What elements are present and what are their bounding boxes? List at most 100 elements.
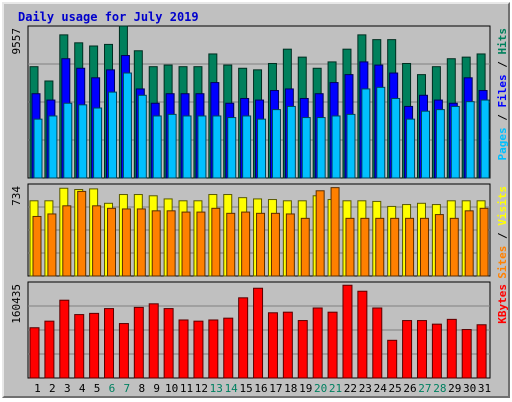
stats-panel: Daily usage for July 2019 9557 Pages / Fi… bbox=[2, 2, 510, 398]
x-tick-label: 15 bbox=[239, 382, 252, 395]
visits-panel-ymax-label: 734 bbox=[10, 186, 23, 206]
x-tick-label: 6 bbox=[109, 382, 116, 395]
pages-bar bbox=[271, 109, 281, 179]
sites-bar bbox=[241, 211, 251, 277]
kbytes-bar bbox=[74, 314, 85, 379]
pages-bar bbox=[242, 115, 252, 179]
x-tick-label: 2 bbox=[49, 382, 56, 395]
visits-panel-series-label: Sites / Visits bbox=[496, 186, 508, 279]
x-tick-label: 16 bbox=[254, 382, 267, 395]
x-tick-label: 23 bbox=[359, 382, 372, 395]
x-tick-label: 10 bbox=[165, 382, 178, 395]
hits-panel-ymax-label: 9557 bbox=[10, 28, 23, 55]
kbytes-bar bbox=[402, 320, 413, 379]
kbytes-bar bbox=[118, 323, 129, 379]
x-tick-label: 30 bbox=[463, 382, 476, 395]
x-tick-label: 17 bbox=[269, 382, 282, 395]
pages-bar bbox=[63, 102, 73, 179]
pages-bar bbox=[316, 117, 326, 179]
sites-bar bbox=[211, 207, 221, 277]
chart-title: Daily usage for July 2019 bbox=[18, 10, 199, 24]
sites-bar bbox=[62, 205, 72, 277]
x-tick-label: 13 bbox=[210, 382, 223, 395]
kbytes-bar bbox=[372, 307, 383, 379]
x-tick-label: 12 bbox=[195, 382, 208, 395]
pages-bar bbox=[465, 101, 475, 179]
x-tick-label: 27 bbox=[418, 382, 431, 395]
pages-bar bbox=[480, 99, 490, 179]
kbytes-bar bbox=[193, 320, 204, 379]
kbytes-bar bbox=[387, 339, 398, 379]
sites-bar bbox=[405, 217, 415, 277]
pages-bar bbox=[301, 117, 311, 179]
sites-bar bbox=[77, 190, 87, 277]
pages-bar bbox=[122, 72, 132, 179]
pages-bar bbox=[182, 115, 192, 179]
kbytes-bar bbox=[104, 308, 115, 379]
pages-bar bbox=[137, 94, 147, 179]
kbytes-bar bbox=[357, 290, 368, 379]
pages-bar bbox=[331, 115, 341, 179]
x-tick-label: 8 bbox=[138, 382, 145, 395]
kbytes-bar bbox=[267, 312, 278, 379]
kbytes-bar bbox=[238, 297, 249, 379]
pages-bar bbox=[420, 110, 430, 179]
sites-bar bbox=[419, 217, 429, 277]
x-tick-label: 4 bbox=[79, 382, 86, 395]
x-tick-label: 24 bbox=[374, 382, 388, 395]
kbytes-bar bbox=[476, 324, 487, 379]
sites-bar bbox=[330, 187, 340, 277]
kbytes-bar bbox=[312, 307, 323, 379]
pages-bar bbox=[406, 118, 416, 179]
sites-bar bbox=[479, 207, 489, 277]
pages-bar bbox=[167, 113, 177, 179]
sites-bar bbox=[166, 210, 176, 277]
pages-bar bbox=[78, 104, 88, 179]
sites-bar bbox=[390, 217, 400, 277]
x-tick-label: 19 bbox=[299, 382, 312, 395]
kbytes-bar bbox=[342, 284, 353, 379]
sites-bar bbox=[121, 208, 131, 277]
pages-bar bbox=[391, 97, 401, 179]
pages-bar bbox=[212, 115, 222, 179]
pages-bar bbox=[227, 117, 237, 179]
x-tick-label: 22 bbox=[344, 382, 357, 395]
x-tick-label: 20 bbox=[314, 382, 327, 395]
x-tick-label: 14 bbox=[225, 382, 239, 395]
x-tick-label: 28 bbox=[433, 382, 446, 395]
sites-bar bbox=[32, 215, 42, 277]
pages-bar bbox=[48, 115, 58, 179]
kbytes-bar bbox=[253, 287, 264, 379]
x-tick-label: 7 bbox=[124, 382, 131, 395]
kbytes-panel-ymax-label: 160435 bbox=[10, 284, 23, 324]
kbytes-bar bbox=[29, 327, 40, 379]
x-tick-label: 11 bbox=[180, 382, 193, 395]
pages-bar bbox=[346, 113, 356, 179]
kbytes-bar bbox=[297, 320, 308, 379]
pages-bar bbox=[108, 91, 118, 179]
sites-bar bbox=[315, 190, 325, 277]
sites-bar bbox=[181, 211, 191, 277]
sites-bar bbox=[196, 211, 206, 277]
pages-bar bbox=[257, 118, 267, 179]
kbytes-bar bbox=[223, 317, 234, 379]
pages-bar bbox=[450, 105, 460, 179]
sites-bar bbox=[92, 205, 102, 277]
x-tick-label: 18 bbox=[284, 382, 297, 395]
pages-bar bbox=[152, 115, 162, 179]
x-tick-label: 25 bbox=[389, 382, 402, 395]
pages-bar bbox=[435, 109, 445, 179]
sites-bar bbox=[107, 207, 117, 277]
kbytes-bar bbox=[178, 319, 189, 379]
sites-bar bbox=[270, 212, 280, 277]
x-tick-label: 5 bbox=[94, 382, 101, 395]
sites-bar bbox=[285, 213, 295, 277]
pages-bar bbox=[33, 118, 43, 179]
x-tick-label: 1 bbox=[34, 382, 41, 395]
kbytes-bar bbox=[148, 303, 159, 379]
kbytes-bar bbox=[446, 318, 457, 379]
sites-bar bbox=[375, 217, 385, 277]
kbytes-bar bbox=[282, 311, 293, 379]
x-tick-label: 26 bbox=[403, 382, 416, 395]
